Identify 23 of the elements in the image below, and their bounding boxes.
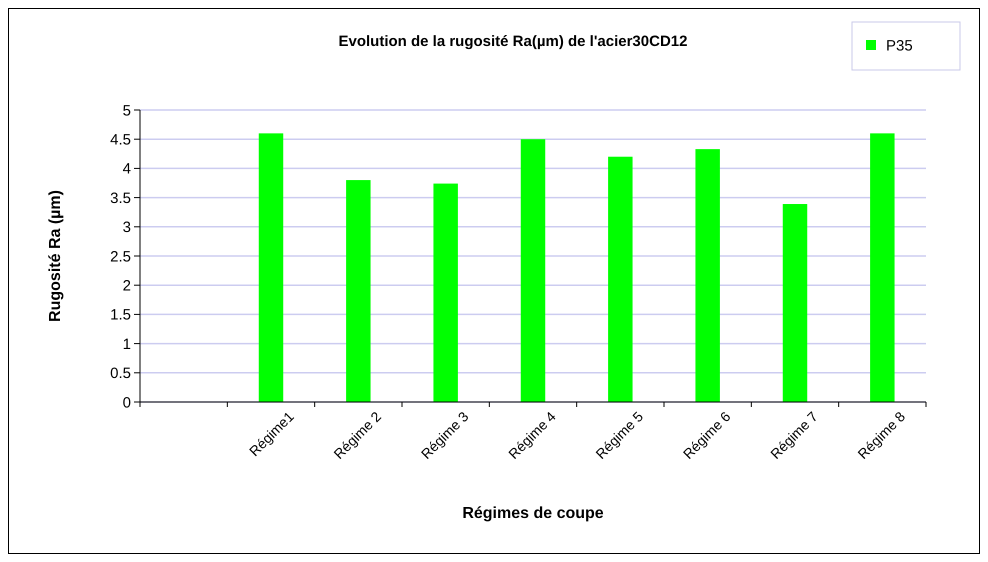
chart-title: Evolution de la rugosité Ra(µm) de l'acier30CD12 (338, 33, 688, 50)
bar (433, 184, 458, 402)
y-tick-label: 1 (122, 336, 131, 353)
y-tick-label: 5 (122, 102, 131, 120)
y-tick-label: 4 (122, 160, 131, 178)
y-axis-title: Rugosité Ra (µm) (47, 190, 64, 322)
y-tick-label: 0 (122, 394, 131, 412)
y-tick-label: 2.5 (110, 248, 131, 266)
bar (695, 149, 720, 402)
bar (608, 156, 633, 402)
y-tick-label: 3.5 (110, 190, 131, 207)
bar (782, 204, 808, 402)
y-tick-label: 4.5 (110, 131, 131, 148)
bar (870, 133, 895, 402)
bar (520, 139, 546, 402)
x-axis-title: Régimes de coupe (462, 505, 604, 522)
y-tick-label: 1.5 (110, 306, 131, 324)
bar (258, 133, 284, 402)
y-tick-label: 3 (122, 219, 131, 236)
y-tick-label: 0.5 (110, 365, 131, 382)
bar (346, 180, 371, 402)
y-tick-label: 2 (122, 277, 131, 294)
legend-label: P35 (886, 37, 913, 54)
